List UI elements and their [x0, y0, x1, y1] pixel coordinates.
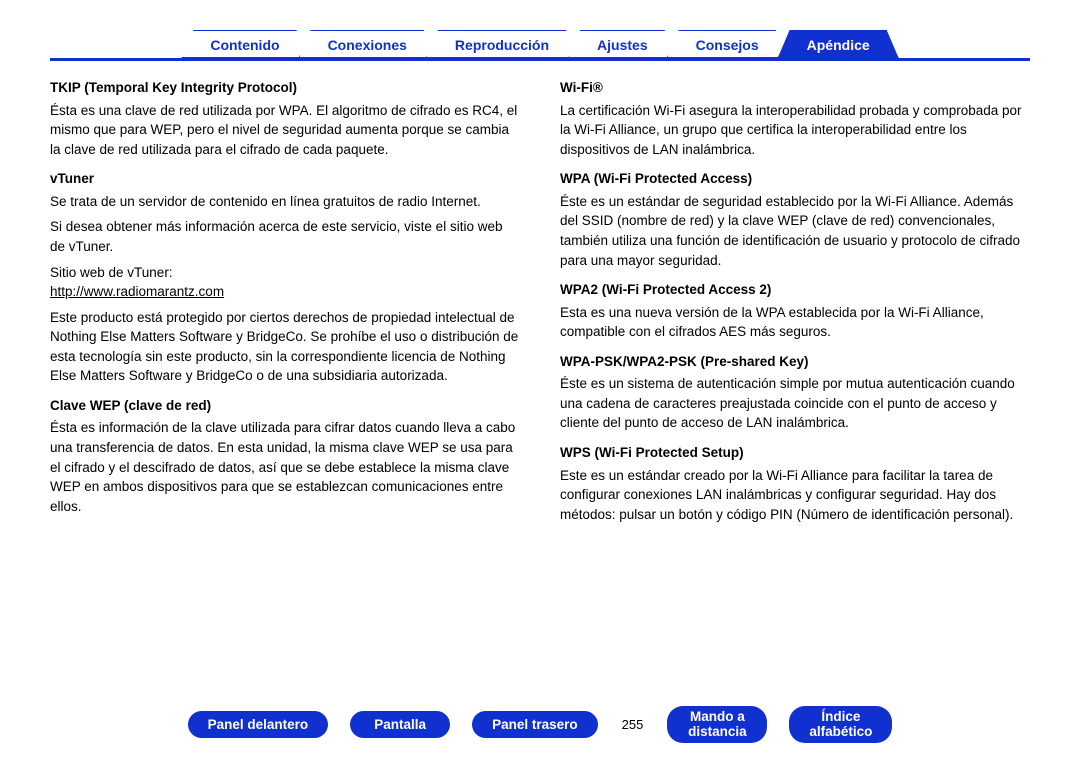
nav-panel-delantero[interactable]: Panel delantero	[188, 711, 329, 739]
term-body: La certificación Wi-Fi asegura la intero…	[560, 101, 1030, 160]
tab-contenido[interactable]: Contenido	[181, 30, 308, 58]
term-body: Se trata de un servidor de contenido en …	[50, 192, 520, 212]
term-body: Ésta es información de la clave utilizad…	[50, 418, 520, 516]
pill-line1: Mando a	[690, 709, 745, 724]
term-title-wep: Clave WEP (clave de red)	[50, 396, 520, 416]
term-body: Ésta es una clave de red utilizada por W…	[50, 101, 520, 160]
term-title-tkip: TKIP (Temporal Key Integrity Protocol)	[50, 78, 520, 98]
term-body: Si desea obtener más información acerca …	[50, 217, 520, 256]
term-title-wpa: WPA (Wi-Fi Protected Access)	[560, 169, 1030, 189]
pill-line1: Índice	[821, 709, 860, 724]
nav-pantalla[interactable]: Pantalla	[350, 711, 450, 739]
left-column: TKIP (Temporal Key Integrity Protocol) É…	[50, 78, 520, 530]
top-nav: Contenido Conexiones Reproducción Ajuste…	[0, 0, 1080, 58]
nav-panel-trasero[interactable]: Panel trasero	[472, 711, 598, 739]
tab-consejos[interactable]: Consejos	[667, 30, 788, 58]
term-title-vtuner: vTuner	[50, 169, 520, 189]
nav-indice-alfabetico[interactable]: Índice alfabético	[789, 706, 892, 743]
vtuner-site-label: Sitio web de vTuner:	[50, 265, 173, 280]
pill-line2: alfabético	[809, 724, 872, 739]
term-title-wps: WPS (Wi-Fi Protected Setup)	[560, 443, 1030, 463]
term-title-wifi: Wi-Fi®	[560, 78, 1030, 98]
tab-reproduccion[interactable]: Reproducción	[426, 30, 578, 58]
right-column: Wi-Fi® La certificación Wi-Fi asegura la…	[560, 78, 1030, 530]
tab-ajustes[interactable]: Ajustes	[568, 30, 677, 58]
page-number: 255	[620, 717, 646, 732]
term-body: Sitio web de vTuner: http://www.radiomar…	[50, 263, 520, 302]
pill-line2: distancia	[688, 724, 747, 739]
term-body: Este producto está protegido por ciertos…	[50, 308, 520, 386]
term-title-wpapsk: WPA-PSK/WPA2-PSK (Pre-shared Key)	[560, 352, 1030, 372]
term-body: Este es un estándar creado por la Wi-Fi …	[560, 466, 1030, 525]
tab-apendice[interactable]: Apéndice	[778, 30, 899, 58]
term-body: Éste es un estándar de seguridad estable…	[560, 192, 1030, 270]
vtuner-link[interactable]: http://www.radiomarantz.com	[50, 284, 224, 299]
term-title-wpa2: WPA2 (Wi-Fi Protected Access 2)	[560, 280, 1030, 300]
term-body: Esta es una nueva versión de la WPA esta…	[560, 303, 1030, 342]
bottom-nav: Panel delantero Pantalla Panel trasero 2…	[0, 706, 1080, 743]
nav-mando-distancia[interactable]: Mando a distancia	[667, 706, 767, 743]
content-area: TKIP (Temporal Key Integrity Protocol) É…	[0, 58, 1080, 530]
term-body: Éste es un sistema de autenticación simp…	[560, 374, 1030, 433]
tab-conexiones[interactable]: Conexiones	[299, 30, 436, 58]
